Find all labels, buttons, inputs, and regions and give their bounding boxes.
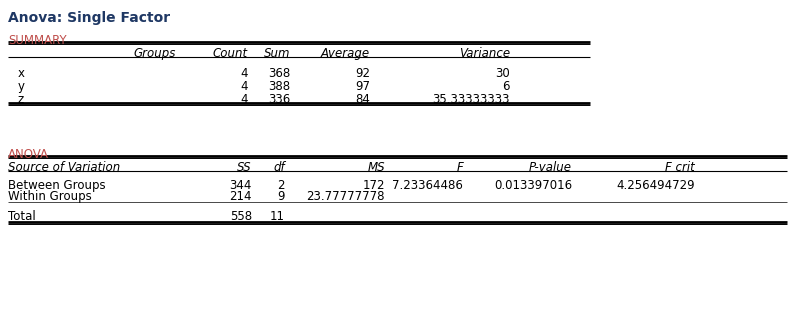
- Text: F crit: F crit: [665, 161, 695, 174]
- Text: z: z: [18, 93, 25, 106]
- Text: 4: 4: [241, 93, 248, 106]
- Text: Source of Variation: Source of Variation: [8, 161, 120, 174]
- Text: Variance: Variance: [459, 47, 510, 60]
- Text: 35.33333333: 35.33333333: [432, 93, 510, 106]
- Text: Within Groups: Within Groups: [8, 190, 91, 203]
- Text: 11: 11: [270, 210, 285, 223]
- Text: 388: 388: [268, 80, 290, 93]
- Text: 30: 30: [495, 67, 510, 80]
- Text: P-value: P-value: [529, 161, 572, 174]
- Text: Groups: Groups: [134, 47, 176, 60]
- Text: df: df: [273, 161, 285, 174]
- Text: 7.23364486: 7.23364486: [392, 179, 463, 192]
- Text: x: x: [18, 67, 25, 80]
- Text: 558: 558: [230, 210, 252, 223]
- Text: 0.013397016: 0.013397016: [494, 179, 572, 192]
- Text: MS: MS: [367, 161, 385, 174]
- Text: 368: 368: [268, 67, 290, 80]
- Text: Between Groups: Between Groups: [8, 179, 106, 192]
- Text: 2: 2: [277, 179, 285, 192]
- Text: SS: SS: [238, 161, 252, 174]
- Text: 344: 344: [230, 179, 252, 192]
- Text: SUMMARY: SUMMARY: [8, 34, 67, 47]
- Text: 214: 214: [230, 190, 252, 203]
- Text: y: y: [18, 80, 25, 93]
- Text: F: F: [456, 161, 463, 174]
- Text: Average: Average: [321, 47, 370, 60]
- Text: ANOVA: ANOVA: [8, 148, 49, 161]
- Text: Total: Total: [8, 210, 36, 223]
- Text: 4.256494729: 4.256494729: [616, 179, 695, 192]
- Text: 23.77777778: 23.77777778: [307, 190, 385, 203]
- Text: Anova: Single Factor: Anova: Single Factor: [8, 11, 170, 25]
- Text: 84: 84: [355, 93, 370, 106]
- Text: 92: 92: [355, 67, 370, 80]
- Text: 97: 97: [355, 80, 370, 93]
- Text: 4: 4: [241, 80, 248, 93]
- Text: 9: 9: [277, 190, 285, 203]
- Text: 6: 6: [502, 80, 510, 93]
- Text: Sum: Sum: [263, 47, 290, 60]
- Text: 4: 4: [241, 67, 248, 80]
- Text: 172: 172: [363, 179, 385, 192]
- Text: 336: 336: [268, 93, 290, 106]
- Text: Count: Count: [213, 47, 248, 60]
